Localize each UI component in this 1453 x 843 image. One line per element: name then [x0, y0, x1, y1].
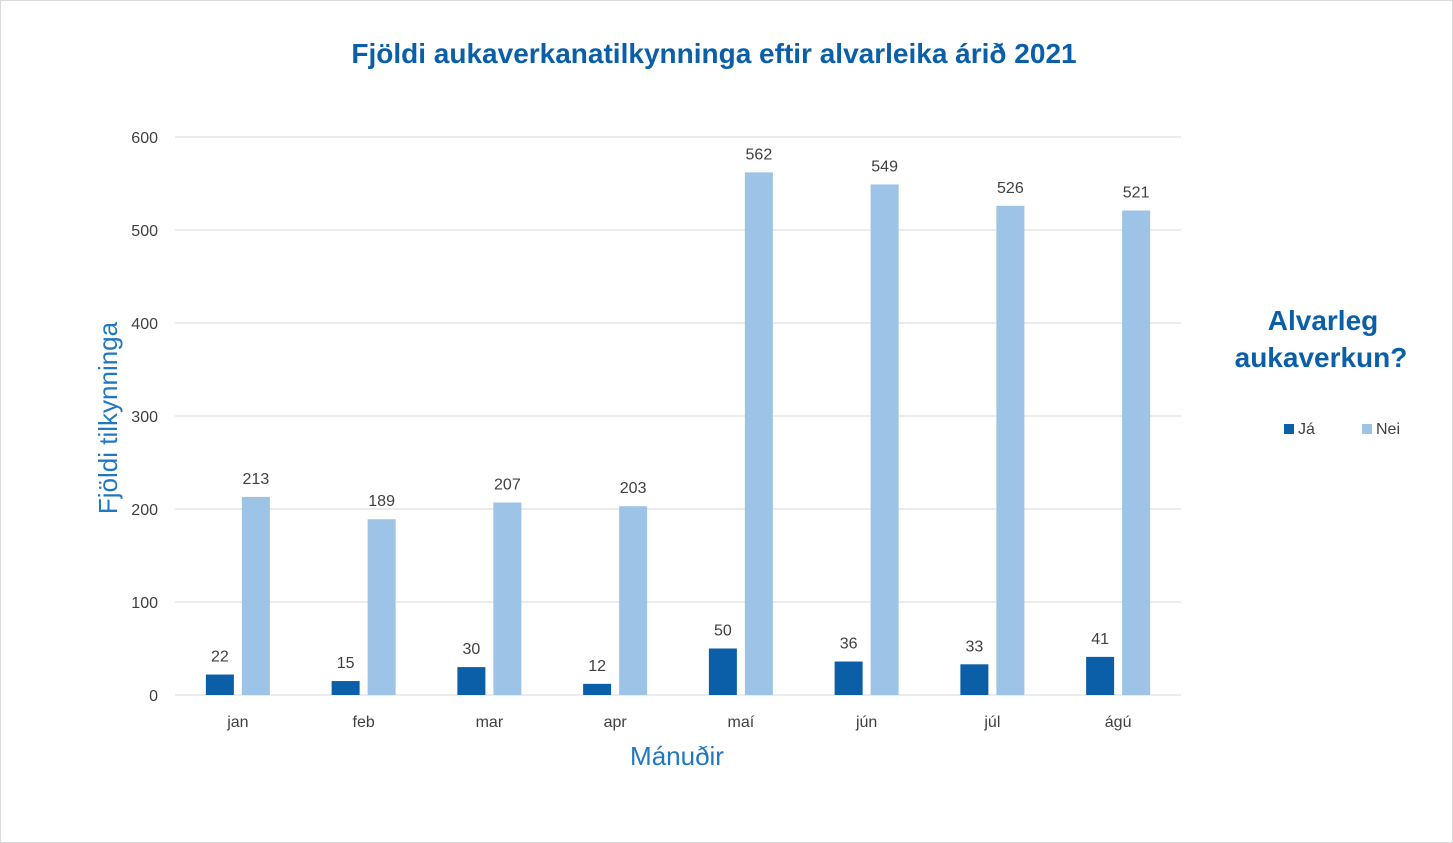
- bar-nei: [493, 502, 522, 695]
- x-axis-ticks: jan feb mar apr maí jún júl ágú: [226, 714, 1131, 731]
- data-label: 36: [840, 636, 858, 653]
- legend-title-line2: aukaverkun?: [1235, 342, 1408, 373]
- data-label: 207: [494, 476, 521, 493]
- bar-nei: [619, 506, 648, 695]
- x-tick-label: ágú: [1105, 714, 1132, 731]
- x-tick-label: júl: [983, 714, 1000, 731]
- bar-ja: [205, 674, 234, 695]
- data-label: 15: [337, 655, 355, 672]
- x-tick-label: apr: [604, 714, 628, 731]
- data-label: 12: [588, 658, 606, 675]
- legend: Alvarleg aukaverkun? Já Nei: [1235, 305, 1408, 438]
- bar-ja: [708, 648, 737, 695]
- legend-swatch: [1362, 424, 1372, 434]
- x-tick-label: mar: [476, 714, 504, 731]
- bar-ja: [960, 664, 989, 695]
- data-label: 549: [871, 158, 898, 175]
- data-label: 521: [1123, 184, 1150, 201]
- bar-nei: [1122, 210, 1151, 695]
- data-label: 41: [1091, 631, 1109, 648]
- data-label: 203: [620, 480, 647, 497]
- data-label: 189: [368, 493, 395, 510]
- bar-ja: [331, 681, 360, 695]
- data-label: 22: [211, 649, 229, 666]
- y-axis-ticks: 0 100 200 300 400 500 600: [131, 130, 158, 705]
- bar-nei: [996, 205, 1025, 695]
- bar-nei: [870, 184, 899, 695]
- legend-swatch: [1284, 424, 1294, 434]
- data-label: 526: [997, 180, 1024, 197]
- y-tick-label: 100: [131, 595, 158, 612]
- data-label: 33: [965, 638, 983, 655]
- x-tick-label: maí: [728, 714, 755, 731]
- x-tick-label: feb: [353, 714, 375, 731]
- data-label: 30: [462, 641, 480, 658]
- bar-ja: [1086, 656, 1115, 695]
- x-tick-label: jún: [855, 714, 877, 731]
- data-labels: 22 213 15 189 30 207 12 203 50 562 36 549 33 526 41 521: [211, 146, 1150, 675]
- y-axis-title: Fjöldi tilkynninga: [93, 321, 123, 514]
- y-tick-label: 300: [131, 409, 158, 426]
- legend-label: Já: [1298, 421, 1315, 438]
- y-tick-label: 500: [131, 223, 158, 240]
- x-axis-title: Mánuðir: [630, 741, 724, 771]
- y-tick-label: 0: [149, 688, 158, 705]
- gridlines: [175, 136, 1181, 696]
- bar-nei: [241, 496, 270, 695]
- legend-title-line1: Alvarleg: [1268, 305, 1379, 336]
- bar-ja: [457, 667, 486, 695]
- bar-nei: [744, 172, 773, 696]
- data-label: 50: [714, 623, 732, 640]
- bar-ja: [834, 661, 863, 695]
- bar-nei: [367, 519, 396, 695]
- bars: [205, 172, 1151, 696]
- y-tick-label: 600: [131, 130, 158, 147]
- data-label: 562: [746, 146, 773, 163]
- y-tick-label: 200: [131, 502, 158, 519]
- y-tick-label: 400: [131, 316, 158, 333]
- chart-title: Fjöldi aukaverkanatilkynninga eftir alva…: [351, 38, 1076, 69]
- legend-label: Nei: [1376, 421, 1400, 438]
- x-tick-label: jan: [226, 714, 248, 731]
- data-label: 213: [243, 471, 270, 488]
- bar-ja: [583, 683, 612, 695]
